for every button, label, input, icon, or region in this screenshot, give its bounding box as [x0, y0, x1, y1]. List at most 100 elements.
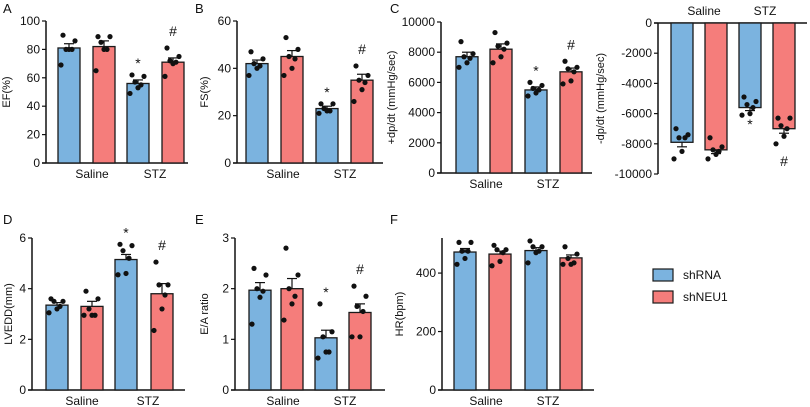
panel-d-tick-label: 2 [19, 332, 26, 346]
panel-c2-significance-star: * [747, 116, 753, 132]
panel-e-data-point [289, 301, 295, 307]
panel-a-data-point [95, 34, 101, 40]
panel-d-data-point [60, 298, 66, 304]
panel-f-bar [453, 251, 477, 391]
panel-e-significance-hash: # [356, 261, 364, 277]
panel-f-data-point [527, 238, 533, 244]
panel-f-category-label: Saline [469, 394, 503, 407]
panel-d-significance-hash: # [158, 237, 166, 253]
panel-f-bar [524, 249, 548, 391]
panel-a-significance-star: * [135, 55, 141, 71]
panel-c-data-point [530, 85, 536, 92]
panel-b-data-point [246, 72, 252, 79]
panel-e-data-point [317, 301, 323, 307]
panel-a-y-label: EF(%) [1, 76, 13, 107]
panel-c2-data-point [750, 104, 756, 111]
panel-d-data-point [86, 306, 92, 312]
panel-b-category-label: Saline [266, 167, 300, 181]
panel-f-data-point [539, 244, 545, 250]
panel-d-tick-label: 4 [19, 282, 26, 296]
panel-e-data-point [295, 272, 301, 278]
panel-e-data-point [360, 308, 366, 315]
panel-d-y-label: LVEDD(mm) [3, 283, 15, 345]
panel-e-data-point [363, 293, 369, 299]
panel-f-data-point [454, 261, 460, 267]
panel-f-tick-label: 200 [416, 325, 436, 339]
panel-c2-data-point [676, 135, 682, 141]
panel-b-data-point [254, 65, 260, 71]
panel-d-data-point [89, 312, 95, 318]
panel-c2-bar [772, 22, 796, 130]
panel-c2-data-point [784, 126, 790, 132]
panel-c2-data-point [773, 141, 779, 147]
panel-c2-data-point [747, 111, 753, 117]
panel-c-data-point [533, 90, 539, 96]
panel-c-significance-star: * [533, 62, 539, 78]
panel-d-data-point [162, 292, 168, 298]
panel-c2-tick-label: -10000 [615, 167, 653, 181]
panel-d-data-point [151, 327, 157, 334]
panel-d-data-point [153, 259, 159, 265]
panel-c2-data-point [673, 126, 679, 132]
panel-f-y-label: HR(bpm) [394, 292, 406, 337]
panel-c2-data-point [679, 148, 685, 154]
panel-f-data-point [465, 248, 471, 254]
panel-d-data-point [159, 306, 165, 312]
panel-a-data-point [60, 32, 66, 38]
panel-a-category-label: Saline [75, 167, 109, 181]
panel-e-data-point [320, 334, 326, 340]
panel-f-category-label: STZ [537, 394, 560, 407]
panel-e-data-point [292, 293, 298, 299]
panel-c2-data-point [753, 98, 759, 105]
panel-e-tick-label: 3 [222, 231, 229, 245]
panel-b-bar [315, 107, 339, 164]
panel-d-category-label: STZ [137, 394, 160, 407]
panel-f-data-point [533, 250, 539, 256]
panel-b-tick-label: 60 [218, 14, 232, 28]
panel-c-data-point [470, 51, 476, 57]
panel-a-bar [92, 45, 116, 164]
panel-d-bar [80, 305, 104, 391]
panel-d-data-point [129, 243, 135, 249]
panel-c-data-point [504, 40, 510, 46]
panel-e-data-point [329, 329, 335, 335]
panel-c2-data-point [682, 135, 688, 141]
panel-b-data-point [318, 101, 324, 107]
panel-f-letter: F [390, 212, 398, 227]
panel-a-tick-label: 20 [27, 128, 41, 142]
panel-b-category-label: STZ [334, 167, 357, 181]
panel-f-bar [488, 253, 512, 391]
panel-c-data-point [539, 82, 545, 89]
panel-f-data-point [560, 261, 566, 267]
panel-b-data-point [353, 63, 359, 69]
panel-f-data-point [494, 247, 500, 253]
panel-b-bar [350, 79, 374, 164]
panel-a-tick-label: 80 [27, 42, 41, 56]
panel-e-bar [348, 311, 372, 391]
panel-b-data-point [330, 101, 336, 107]
panel-a-data-point [176, 53, 182, 60]
panel-e-tick-label: 2 [222, 282, 229, 296]
panel-d-bar [114, 258, 138, 391]
panel-c-tick-label: 4000 [408, 106, 435, 120]
panel-a-data-point [135, 85, 141, 91]
panel-c-data-point [495, 43, 501, 49]
panel-e-category-label: STZ [334, 394, 357, 407]
panel-c2-tick-label: -2000 [621, 46, 652, 60]
panel-c2-data-point [705, 156, 711, 162]
panel-b-data-point [281, 72, 287, 79]
panel-b-bar [245, 62, 269, 164]
panel-c-data-point [492, 29, 498, 36]
panel-b-significance-hash: # [358, 41, 366, 57]
panel-e-data-point [349, 334, 355, 340]
panel-e-significance-star: * [323, 284, 329, 300]
panel-c-bar [489, 48, 513, 174]
legend-label-shrna: shRNA [683, 268, 721, 282]
panel-b-data-point [351, 98, 357, 105]
panel-c2-data-point [741, 94, 747, 100]
panel-c2-data-point [778, 123, 784, 129]
panel-e-data-point [283, 245, 289, 251]
panel-c-category-label: STZ [537, 177, 560, 191]
panel-c-data-point [498, 54, 504, 60]
panel-f-data-point [500, 250, 506, 256]
